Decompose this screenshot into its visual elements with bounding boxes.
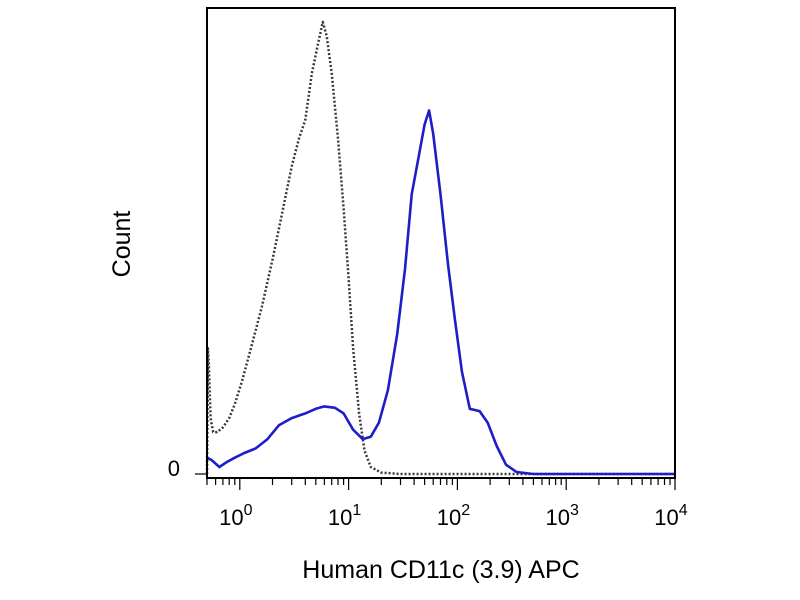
x-tick-label-base: 10 [219,505,243,530]
x-tick-label: 100 [219,502,252,530]
x-tick-label-base: 10 [437,505,461,530]
x-tick-label-exponent: 4 [679,502,688,519]
plot-frame [206,7,676,479]
y-axis-label: Count [108,211,136,278]
x-tick-label: 103 [546,502,579,530]
x-tick-label-base: 10 [546,505,570,530]
x-tick-label-exponent: 3 [570,502,579,519]
stained-histogram-line [206,109,675,476]
control-histogram-line [205,20,675,476]
x-tick-label-exponent: 0 [244,502,253,519]
x-tick-label-exponent: 1 [352,502,361,519]
x-tick-label-base: 10 [654,505,678,530]
x-tick-label: 101 [328,502,361,530]
x-tick-label-exponent: 2 [461,502,470,519]
x-tick-label-base: 10 [328,505,352,530]
x-tick-label: 104 [654,502,687,530]
x-tick-label: 102 [437,502,470,530]
x-axis-label: Human CD11c (3.9) APC [302,556,579,584]
y-zero-tick-label: 0 [168,456,180,481]
